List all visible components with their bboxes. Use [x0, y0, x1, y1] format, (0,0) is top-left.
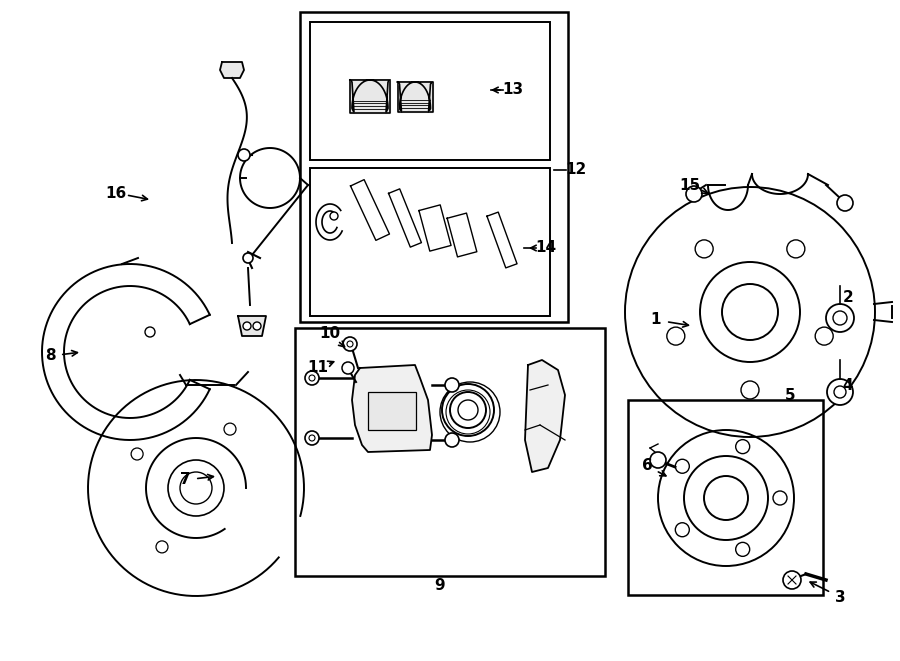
- Circle shape: [445, 378, 459, 392]
- Circle shape: [305, 371, 319, 385]
- Circle shape: [253, 322, 261, 330]
- Text: 6: 6: [642, 459, 652, 473]
- Bar: [628, 400, 823, 595]
- Bar: [300, 12, 568, 322]
- Circle shape: [783, 571, 801, 589]
- Polygon shape: [398, 82, 433, 112]
- Circle shape: [330, 212, 338, 220]
- Circle shape: [243, 322, 251, 330]
- Circle shape: [131, 448, 143, 460]
- Circle shape: [224, 423, 236, 435]
- Circle shape: [741, 381, 759, 399]
- Bar: [310, 22, 550, 160]
- Text: 10: 10: [320, 327, 340, 342]
- Text: 9: 9: [435, 578, 446, 594]
- Polygon shape: [350, 80, 390, 112]
- Bar: [310, 168, 550, 316]
- Text: 16: 16: [105, 186, 127, 200]
- Circle shape: [305, 431, 319, 445]
- Circle shape: [675, 459, 689, 473]
- Bar: [368, 392, 416, 430]
- Text: 15: 15: [680, 178, 700, 192]
- Circle shape: [667, 327, 685, 345]
- Circle shape: [827, 379, 853, 405]
- Circle shape: [675, 523, 689, 537]
- Text: 2: 2: [842, 290, 853, 305]
- Text: 14: 14: [536, 241, 556, 256]
- Circle shape: [145, 327, 155, 337]
- Circle shape: [695, 240, 713, 258]
- Polygon shape: [350, 80, 390, 112]
- Circle shape: [834, 386, 846, 398]
- Circle shape: [735, 440, 750, 453]
- Text: 13: 13: [502, 83, 524, 98]
- Text: 8: 8: [45, 348, 55, 364]
- Text: 1: 1: [651, 313, 661, 327]
- Circle shape: [342, 362, 354, 374]
- Circle shape: [309, 435, 315, 441]
- Polygon shape: [352, 365, 432, 452]
- Circle shape: [238, 149, 250, 161]
- Polygon shape: [398, 82, 433, 112]
- Polygon shape: [238, 316, 266, 336]
- Circle shape: [837, 195, 853, 211]
- Text: 12: 12: [565, 163, 587, 178]
- Polygon shape: [525, 360, 565, 472]
- Text: 3: 3: [834, 590, 845, 605]
- Circle shape: [343, 337, 357, 351]
- Circle shape: [309, 375, 315, 381]
- Text: 4: 4: [842, 379, 853, 393]
- Circle shape: [826, 304, 854, 332]
- Circle shape: [243, 253, 253, 263]
- Circle shape: [833, 311, 847, 325]
- Circle shape: [773, 491, 787, 505]
- Text: 11: 11: [308, 360, 328, 375]
- Circle shape: [686, 186, 702, 202]
- Text: 5: 5: [785, 389, 796, 403]
- Circle shape: [650, 452, 666, 468]
- Circle shape: [735, 543, 750, 557]
- Circle shape: [787, 240, 805, 258]
- Text: 7: 7: [180, 473, 190, 488]
- Polygon shape: [220, 62, 244, 78]
- Circle shape: [445, 433, 459, 447]
- Bar: [295, 328, 605, 576]
- Circle shape: [815, 327, 833, 345]
- Circle shape: [347, 341, 353, 347]
- Circle shape: [156, 541, 168, 553]
